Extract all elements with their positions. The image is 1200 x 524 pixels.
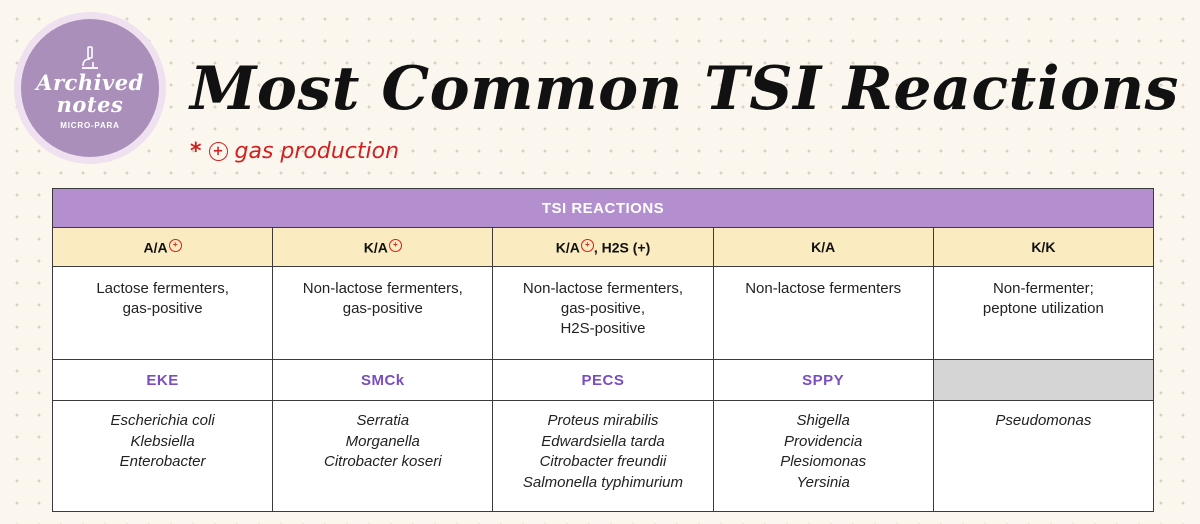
description-line: H2S-positive [560,320,646,337]
organism-name: Klebsiella [130,432,195,450]
organism-name: Escherichia coli [110,412,215,429]
mnemonic-cell: PECS [492,359,714,401]
reaction-row: A/A + K/A + K/A +, H2S (+) K/A K/K [51,227,1155,267]
description-cell: Non-lactose fermenters, gas-positive, H2S-… [492,266,714,360]
organisms-cell: Escherichia coli Klebsiella Enterobacter [51,400,274,512]
page-title: Most Common TSI Reactions [190,54,1179,124]
reaction-cell: K/A [712,227,934,267]
description-cell: Non-fermenter; peptone utilization [932,266,1155,360]
reaction-label: A/A [143,239,168,256]
organism-name: Salmonella typhimurium [522,473,683,491]
table-header: TSI REACTIONS [52,188,1154,228]
gas-positive-icon: + [388,238,402,252]
reaction-cell: A/A + [51,227,274,267]
description-cell: Non-lactose fermenters [712,266,934,360]
organisms-cell: Pseudomonas [932,400,1155,512]
description-line: Non-fermenter; [992,280,1094,297]
badge-inner: Archived notes MICRO-PARA [21,19,159,157]
note-marker: * [190,139,202,164]
gas-positive-icon: + [580,238,594,252]
gas-positive-icon: + [168,238,182,252]
archived-notes-badge: Archived notes MICRO-PARA [14,12,166,164]
organism-name: Citrobacter freundii [539,453,667,470]
tsi-reactions-table: TSI REACTIONS A/A + K/A + K/A +, H2S (+) K/A K/… [51,188,1155,512]
reaction-label: K/A [363,239,388,256]
description-row: Lactose fermenters, gas-positive Non-lacto… [51,266,1155,360]
organism-name: Proteus mirabilis [547,412,659,429]
organism-name: Providencia [783,432,863,450]
description-line: Non-lactose fermenters, [522,280,683,297]
description-line: gas-positive, [560,300,646,317]
reaction-extra: , H2S (+) [593,239,651,256]
description-line: peptone utilization [982,300,1104,317]
description-cell: Non-lactose fermenters, gas-positive [272,266,494,360]
badge-title-line1: Archived [36,70,144,95]
organism-name: Shigella [796,412,850,429]
empty-mnemonic-cell [932,359,1155,401]
organisms-cell: Shigella Providencia Plesiomonas Yersinia [712,400,934,512]
organism-name: Enterobacter [119,453,206,470]
description-cell: Lactose fermenters, gas-positive [51,266,274,360]
mnemonic-cell: SMCk [272,359,494,401]
description-line: Non-lactose fermenters [745,280,902,297]
reaction-cell: K/A + [272,227,494,267]
mnemonic-cell: SPPY [712,359,934,401]
description-line: Lactose fermenters, [96,280,229,297]
organism-name: Citrobacter koseri [324,453,442,470]
reaction-label: K/A [555,239,580,256]
organisms-cell: Proteus mirabilis Edwardsiella tarda Citro… [492,400,714,512]
microscope-icon [82,46,98,69]
organism-name: Plesiomonas [780,453,867,470]
organism-name: Yersinia [796,473,850,491]
organism-name: Serratia [356,412,410,429]
organisms-cell: Serratia Morganella Citrobacter koseri [272,400,494,512]
description-line: Non-lactose fermenters, [302,280,463,297]
description-line: gas-positive [342,300,423,317]
reaction-cell: K/K [932,227,1155,267]
badge-title-line2: notes [56,92,124,117]
reaction-cell: K/A +, H2S (+) [492,227,714,267]
gas-positive-icon: + [208,142,228,161]
organisms-row: Escherichia coli Klebsiella Enterobacter Se… [51,400,1155,512]
reaction-label: K/A [811,239,836,255]
reaction-label: K/K [1031,239,1056,255]
gas-production-note: * + gas production [190,139,399,164]
badge-subtitle: MICRO-PARA [60,121,120,130]
organism-name: Pseudomonas [995,412,1092,429]
note-text: gas production [234,139,400,164]
organism-name: Edwardsiella tarda [541,432,665,450]
mnemonic-row: EKE SMCk PECS SPPY [51,359,1155,401]
organism-name: Morganella [345,432,420,450]
mnemonic-cell: EKE [51,359,274,401]
description-line: gas-positive [122,300,203,317]
